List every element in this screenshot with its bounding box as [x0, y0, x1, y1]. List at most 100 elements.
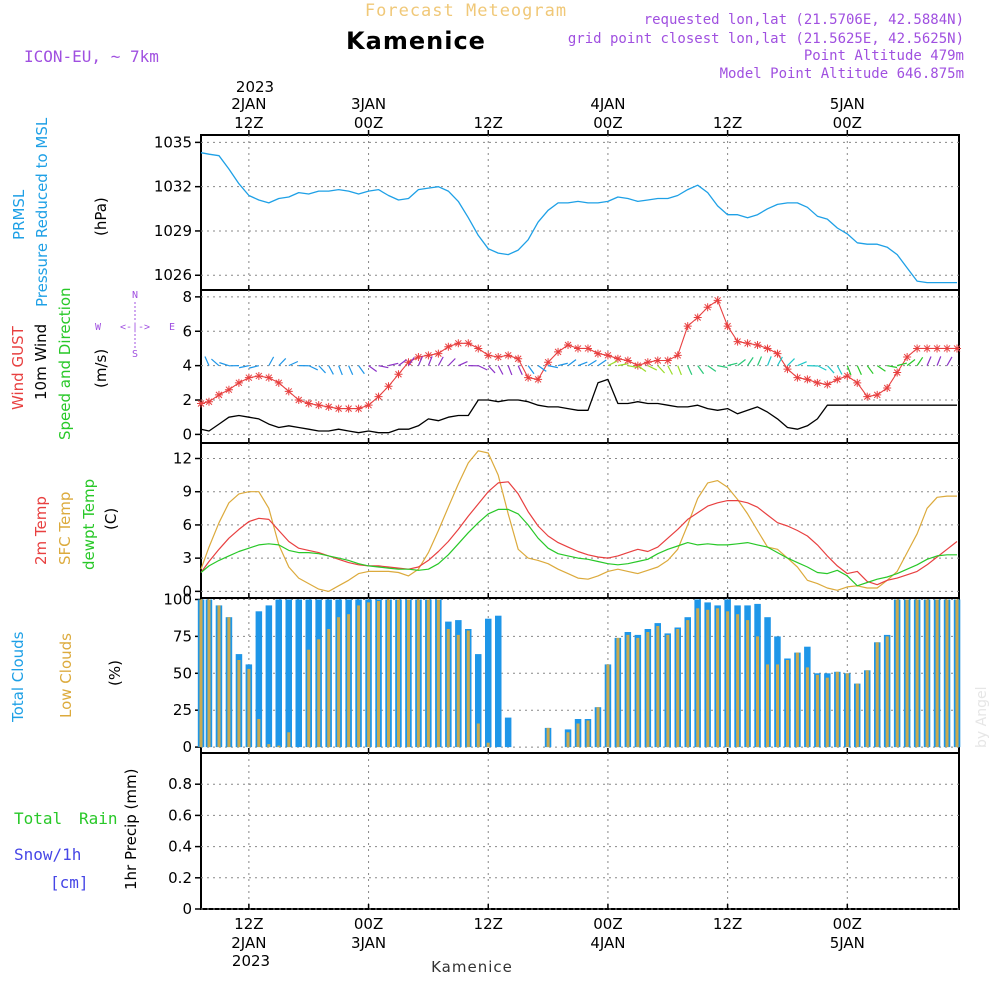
top-time-label: 12Z — [713, 114, 742, 132]
bottom-date-label: 5JAN — [830, 934, 865, 952]
clouds-unit: (%) — [106, 660, 124, 686]
wind-arrow — [211, 358, 220, 367]
wind-arrow — [358, 365, 365, 375]
gust-marker — [464, 339, 473, 348]
wind-arrow — [238, 365, 250, 369]
wind-arrow — [897, 362, 907, 367]
gridpoint-coords: grid point closest lon,lat (21.5625E, 42… — [568, 31, 964, 47]
bottom-time-label: 00Z — [593, 915, 622, 933]
prmsl-line — [200, 152, 957, 284]
wind-ytick-label: 0 — [182, 425, 192, 443]
temp-ytick-label: 12 — [173, 450, 192, 468]
wind-arrow — [727, 362, 738, 367]
gust-marker — [394, 370, 403, 379]
pressure-frame — [200, 134, 960, 291]
gust-marker — [843, 371, 852, 380]
wind-arrow — [617, 363, 628, 367]
wind-arrow — [417, 356, 423, 366]
gust-marker — [324, 402, 333, 411]
low-cloud-bar — [287, 732, 291, 748]
gust-marker — [424, 351, 433, 360]
pressure-ytick-label: 1026 — [154, 266, 192, 284]
wind-arrow — [677, 365, 682, 376]
low-cloud-bar — [426, 599, 430, 748]
wind-arrow — [597, 359, 607, 367]
bottom-time-label: 00Z — [833, 915, 862, 933]
wind-arrow — [587, 359, 597, 367]
precip-ytick-label: 0.2 — [168, 869, 192, 887]
wind-arrow — [766, 356, 772, 366]
low-cloud-bar — [466, 630, 470, 748]
low-cloud-bar — [805, 667, 809, 748]
compass-rose: N S W E <-|-> — [95, 290, 175, 360]
pressure-ytick-label: 1032 — [154, 178, 192, 196]
low-cloud-bar — [656, 626, 660, 747]
gust-marker — [524, 373, 533, 382]
temp-ytick-label: 3 — [182, 549, 192, 567]
gust-marker — [564, 341, 573, 350]
wind-arrow — [288, 360, 299, 367]
panel-temp: 0 3 6 9 12 — [173, 442, 960, 600]
gust-marker — [873, 390, 882, 399]
wind-arrow — [437, 356, 444, 366]
low-cloud-bar — [746, 620, 750, 748]
total-cloud-bar — [265, 605, 273, 748]
low-cloud-bar — [407, 599, 410, 748]
gust-marker — [803, 375, 812, 384]
low-cloud-bar — [337, 617, 341, 748]
t2m-line — [200, 481, 958, 586]
rain-label: Rain — [79, 809, 118, 828]
gust-marker — [534, 375, 543, 384]
total-cloud-bar — [485, 618, 492, 748]
wind-arrow — [657, 365, 666, 374]
temp-ytick-label: 0 — [182, 582, 192, 600]
top-time-label: 12Z — [234, 114, 263, 132]
wind-arrow — [407, 357, 415, 366]
gust-line — [200, 299, 957, 410]
low-cloud-bar — [666, 634, 670, 748]
bottom-year-label: 2023 — [232, 952, 270, 970]
temp-labels: 2m Temp SFC Temp dewpt Temp (C) — [32, 479, 120, 570]
wind-arrow — [388, 362, 399, 367]
low-cloud-bar — [686, 620, 690, 748]
gust-marker — [943, 344, 952, 353]
wind-arrow — [856, 365, 862, 375]
gust-marker — [713, 296, 722, 305]
wind-arrow — [826, 365, 835, 374]
top-date-label: 5JAN — [830, 95, 865, 113]
gust-marker — [504, 351, 513, 360]
gust-marker — [883, 383, 892, 392]
low-cloud-bar — [955, 599, 959, 748]
wind-arrow — [876, 365, 886, 372]
low-cloud-bar — [935, 599, 939, 748]
wind-arrow — [647, 365, 658, 371]
gust-marker — [853, 378, 862, 387]
low-cloud-bar — [267, 744, 271, 748]
total-cloud-bar — [285, 599, 292, 748]
low-cloud-bar — [566, 732, 570, 748]
low-cloud-bar — [945, 599, 949, 748]
low-cloud-bar — [885, 636, 889, 748]
wind-arrow — [737, 359, 746, 367]
wind-arrow — [458, 361, 468, 367]
precip-frame — [200, 752, 960, 910]
low-cloud-bar — [726, 611, 730, 748]
gust-marker — [913, 344, 922, 353]
low-cloud-bar — [307, 649, 311, 748]
dew-temp-line — [200, 508, 957, 587]
total-cloud-bar — [275, 599, 282, 748]
wind-arrow — [567, 359, 577, 367]
low-cloud-bar — [367, 602, 371, 748]
clouds-ytick-label: 0 — [182, 738, 192, 756]
total-cloud-bar — [255, 611, 263, 748]
wind-arrow — [398, 359, 407, 367]
gust-marker — [354, 404, 363, 413]
gust-marker — [384, 382, 393, 391]
wind-arrow — [278, 358, 287, 367]
low-cloud-bar — [905, 599, 909, 748]
bottom-time-label: 12Z — [474, 915, 503, 933]
wind-arrow — [747, 357, 754, 366]
gust-marker — [314, 401, 323, 410]
